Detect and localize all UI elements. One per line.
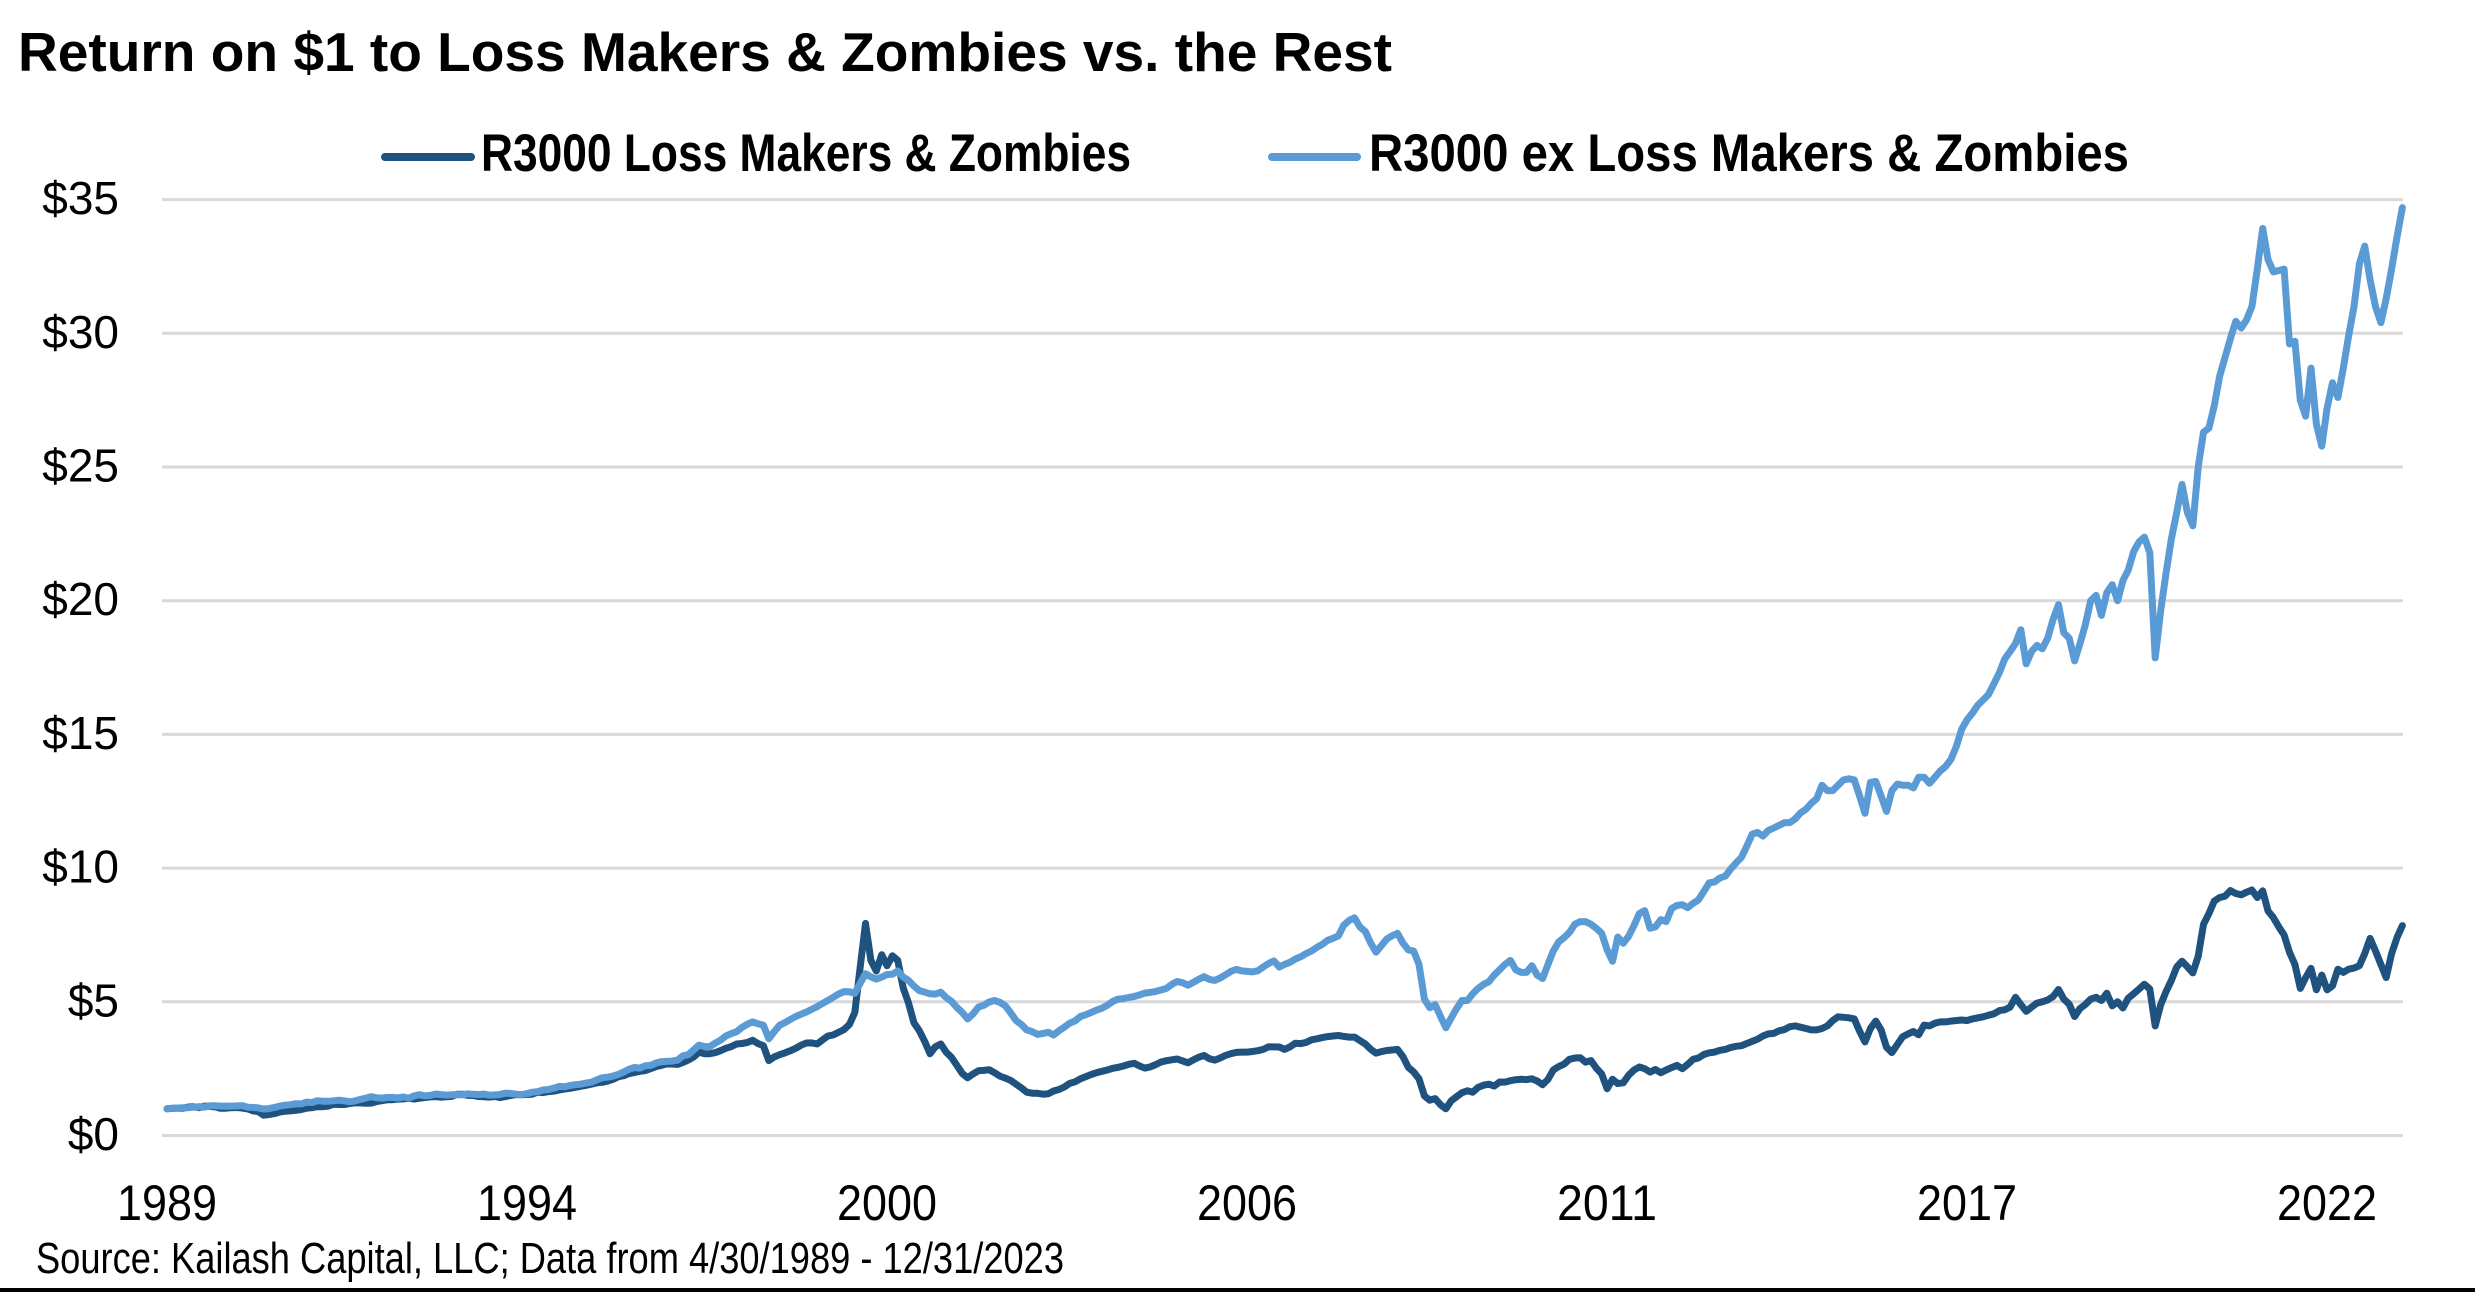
svg-text:1989: 1989: [117, 1175, 217, 1231]
svg-text:2022: 2022: [2277, 1175, 2377, 1231]
svg-text:$30: $30: [42, 306, 119, 358]
svg-text:2000: 2000: [837, 1175, 937, 1231]
svg-text:$35: $35: [42, 172, 119, 224]
svg-text:2006: 2006: [1197, 1175, 1297, 1231]
svg-text:$15: $15: [42, 707, 119, 759]
svg-text:2017: 2017: [1917, 1175, 2017, 1231]
svg-text:R3000 ex Loss Makers & Zombies: R3000 ex Loss Makers & Zombies: [1369, 124, 2129, 183]
svg-text:Return on $1 to Loss Makers &: Return on $1 to Loss Makers & Zombies vs…: [18, 21, 1392, 83]
svg-text:$0: $0: [68, 1108, 119, 1160]
svg-text:1994: 1994: [477, 1175, 577, 1231]
svg-text:Source: Kailash Capital, LLC;: Source: Kailash Capital, LLC; Data from …: [36, 1234, 1064, 1283]
svg-text:$5: $5: [68, 974, 119, 1026]
svg-text:$25: $25: [42, 440, 119, 492]
svg-text:$20: $20: [42, 573, 119, 625]
svg-text:R3000 Loss Makers & Zombies: R3000 Loss Makers & Zombies: [481, 124, 1131, 183]
svg-text:$10: $10: [42, 841, 119, 893]
svg-text:2011: 2011: [1557, 1175, 1657, 1231]
